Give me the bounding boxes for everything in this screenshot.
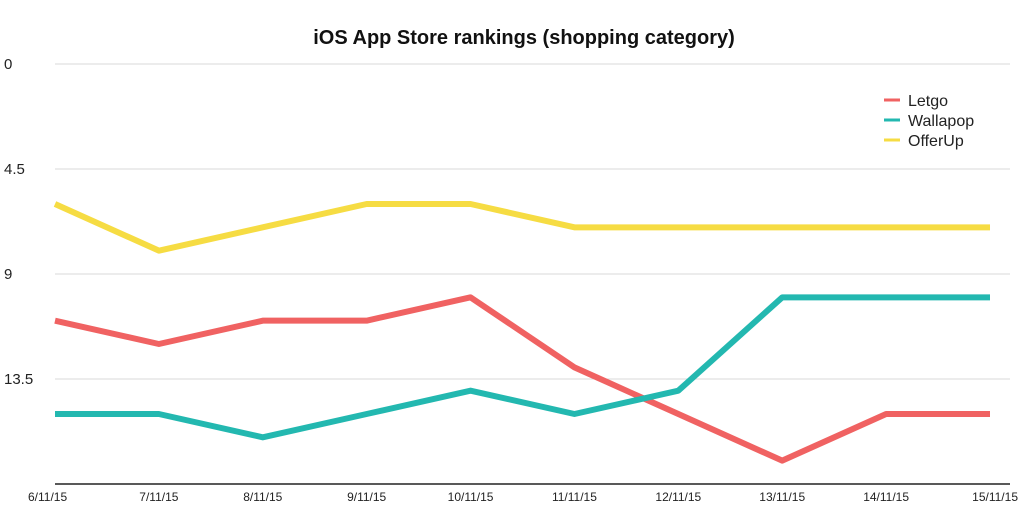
x-tick-label: 11/11/15 — [552, 490, 597, 504]
x-tick-label: 13/11/15 — [759, 490, 805, 504]
x-tick-label: 8/11/15 — [243, 490, 282, 504]
series-line-wallapop — [55, 294, 990, 441]
legend-label: Wallapop — [908, 113, 974, 130]
x-tick-label: 12/11/15 — [655, 490, 701, 504]
series-line-offerup — [53, 201, 990, 254]
y-tick-label: 4.5 — [4, 161, 25, 178]
x-tick-label: 15/11/15 — [972, 490, 1018, 504]
legend-label: Letgo — [908, 93, 948, 110]
y-tick-label: 13.5 — [4, 371, 33, 388]
legend-label: OfferUp — [908, 133, 964, 150]
x-tick-label: 10/11/15 — [448, 490, 494, 504]
series-line-letgo — [54, 294, 990, 464]
y-tick-label: 9 — [4, 266, 12, 283]
x-tick-label: 7/11/15 — [139, 490, 178, 504]
chart-title: iOS App Store rankings (shopping categor… — [313, 27, 735, 49]
y-tick-label: 0 — [4, 56, 12, 73]
x-tick-label: 14/11/15 — [863, 490, 909, 504]
x-tick-label: 6/11/15 — [28, 490, 67, 504]
x-tick-label: 9/11/15 — [347, 490, 386, 504]
